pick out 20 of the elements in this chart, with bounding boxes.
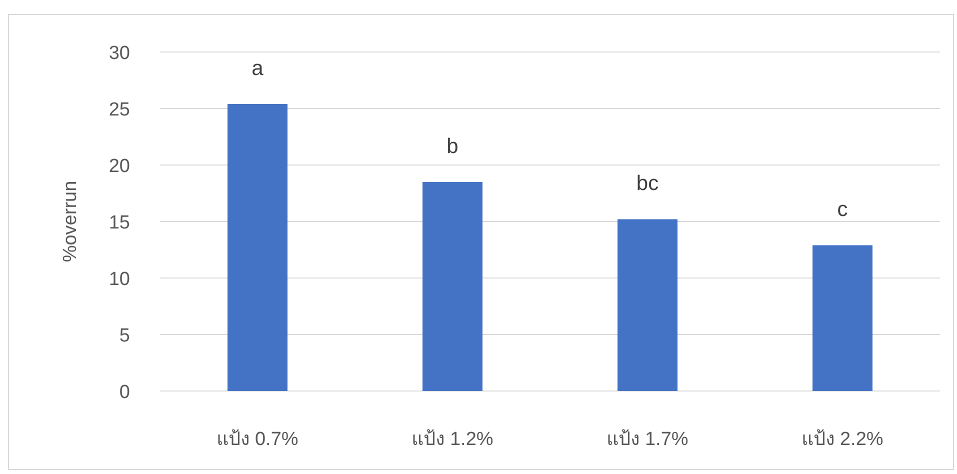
y-tick-label: 20: [108, 156, 130, 177]
bar: [422, 182, 482, 391]
y-axis-title: %overrun: [60, 180, 81, 262]
annotation: b: [446, 134, 458, 158]
bar: [618, 219, 678, 391]
y-tick-label: 10: [108, 269, 130, 290]
bar: [812, 245, 872, 391]
annotation: c: [837, 198, 848, 222]
annotation: bc: [636, 172, 659, 196]
y-tick-label: 30: [108, 43, 130, 64]
y-tick-label: 25: [108, 100, 130, 120]
bar: [228, 104, 288, 391]
x-tick-label: แป้ง 1.2%: [412, 429, 494, 450]
y-tick-label: 5: [119, 326, 130, 346]
x-tick-label: แป้ง 0.7%: [216, 429, 298, 450]
annotation: a: [252, 56, 264, 80]
y-tick-label: 15: [108, 212, 130, 234]
y-tick-label: 0: [119, 382, 130, 403]
x-tick-label: แป้ง 2.2%: [802, 429, 884, 450]
x-tick-label: แป้ง 1.7%: [606, 429, 688, 450]
